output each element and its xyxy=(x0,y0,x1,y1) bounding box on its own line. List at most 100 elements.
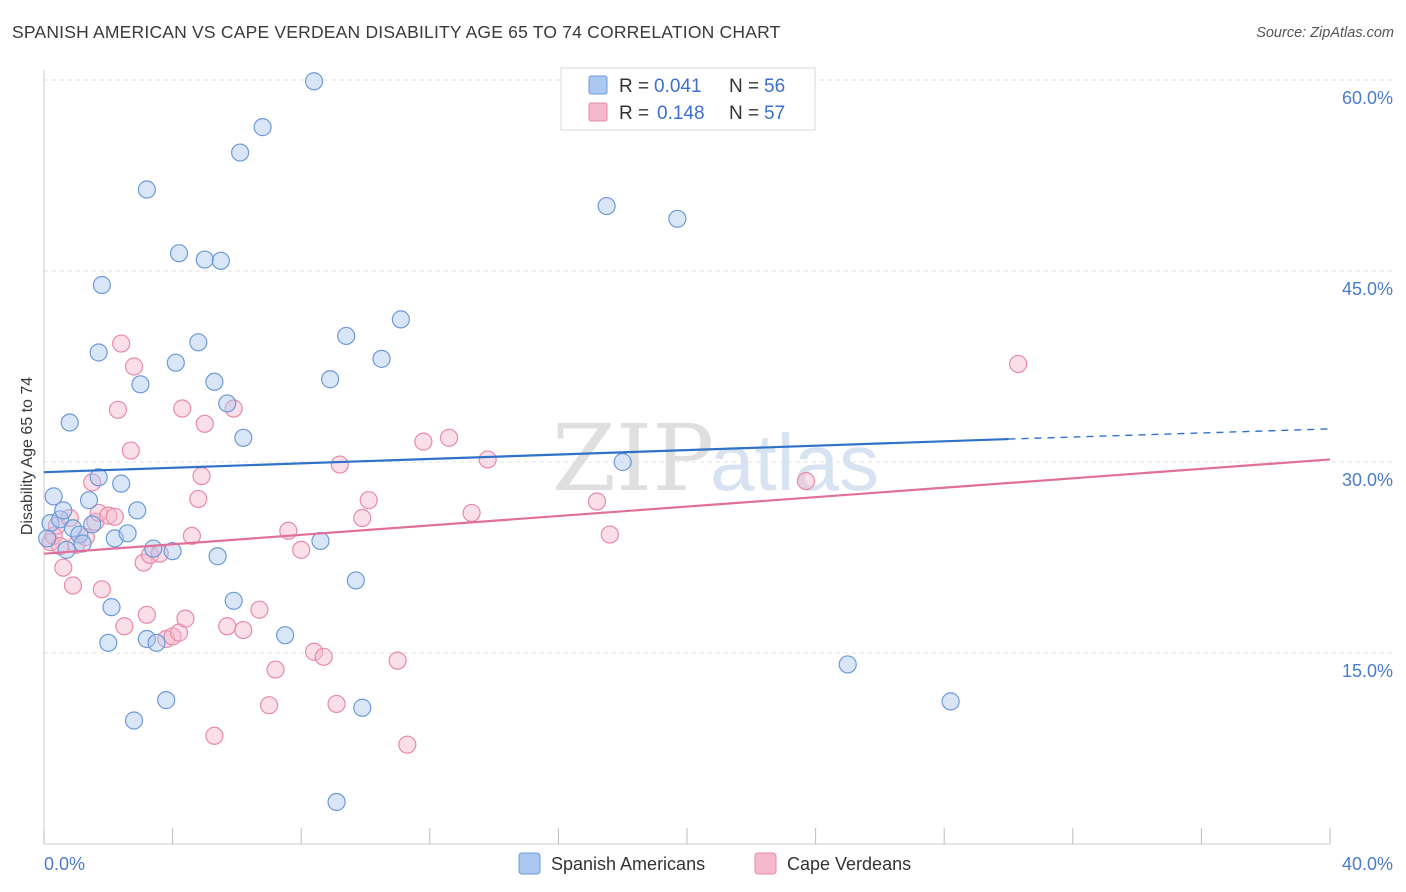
data-point xyxy=(173,399,192,418)
data-point xyxy=(60,413,79,432)
data-point xyxy=(327,792,346,812)
data-point xyxy=(44,487,63,506)
data-point xyxy=(253,118,272,137)
data-point xyxy=(137,180,156,199)
data-point xyxy=(327,694,346,714)
data-point xyxy=(124,711,144,730)
data-point xyxy=(205,372,224,391)
source-credit: Source: ZipAtlas.com xyxy=(1256,25,1394,41)
data-point xyxy=(250,600,269,619)
data-point xyxy=(587,492,607,511)
cape-verdeans-points xyxy=(41,334,1028,754)
data-point xyxy=(668,209,687,228)
data-point xyxy=(79,491,99,510)
data-point xyxy=(124,357,144,376)
series-legend: Spanish Americans Cape Verdeans xyxy=(518,852,911,875)
data-point xyxy=(182,526,201,545)
data-point xyxy=(99,633,118,652)
chart-title: SPANISH AMERICAN VS CAPE VERDEAN DISABIL… xyxy=(12,22,781,42)
data-point xyxy=(796,472,816,491)
data-point xyxy=(60,508,79,528)
data-point xyxy=(941,692,960,711)
data-point xyxy=(112,334,131,353)
data-point xyxy=(192,466,211,486)
data-point xyxy=(292,540,311,559)
data-point xyxy=(218,394,237,413)
data-point xyxy=(166,353,185,372)
data-point xyxy=(157,691,176,710)
data-point xyxy=(218,617,237,636)
data-point xyxy=(208,547,227,566)
trend-line-blue-dashed xyxy=(1008,428,1331,440)
data-point xyxy=(115,617,134,636)
data-point xyxy=(259,696,279,715)
data-point xyxy=(211,251,230,270)
legend-swatch-blue xyxy=(588,75,608,95)
data-point xyxy=(137,629,156,649)
data-point xyxy=(63,576,83,595)
data-point xyxy=(353,508,372,528)
trend-line-pink xyxy=(43,458,1331,555)
y-tick-label: 15.0% xyxy=(1342,661,1393,681)
data-point xyxy=(108,400,128,419)
data-point xyxy=(41,514,60,533)
data-point xyxy=(195,414,214,433)
data-point xyxy=(54,558,73,577)
data-point xyxy=(105,507,124,526)
data-point xyxy=(73,534,92,553)
data-point xyxy=(205,726,224,745)
trend-lines xyxy=(43,428,1331,555)
legend-n-value-2: 57 xyxy=(764,103,785,124)
data-point xyxy=(613,452,632,472)
data-point xyxy=(276,626,295,645)
data-point xyxy=(118,524,137,543)
legend-n-label-2: N = xyxy=(729,103,759,124)
data-point xyxy=(131,375,150,394)
data-point xyxy=(414,432,433,451)
data-point xyxy=(89,343,108,362)
data-point xyxy=(388,651,407,670)
y-axis-label: Disability Age 65 to 74 xyxy=(19,377,36,535)
data-point xyxy=(147,633,166,652)
data-point xyxy=(838,655,857,674)
data-point xyxy=(304,642,324,661)
data-point xyxy=(311,531,330,551)
axes xyxy=(43,70,1331,845)
data-point xyxy=(169,244,189,263)
data-point xyxy=(83,515,102,534)
y-tick-label: 60.0% xyxy=(1342,88,1393,108)
data-point xyxy=(128,501,147,520)
data-point xyxy=(92,580,111,599)
data-point xyxy=(57,540,76,559)
data-point xyxy=(102,598,121,617)
data-point xyxy=(1009,354,1028,374)
data-point xyxy=(231,143,250,162)
data-point xyxy=(121,441,140,460)
series-legend-swatch-pink xyxy=(754,852,777,875)
data-point xyxy=(89,468,108,487)
data-point xyxy=(224,591,243,610)
data-point xyxy=(391,310,410,329)
x-tick-label: 0.0% xyxy=(44,854,85,874)
data-point xyxy=(266,660,285,679)
y-tick-label: 45.0% xyxy=(1342,279,1393,299)
legend-r-label-2: R = xyxy=(619,103,649,124)
spanish-americans-points xyxy=(38,72,960,812)
trend-line-blue xyxy=(43,437,1009,474)
legend-r-value-1: 0.041 xyxy=(654,76,702,97)
data-point xyxy=(195,250,214,269)
legend-r-label-1: R = xyxy=(619,76,649,97)
data-point xyxy=(99,506,118,525)
data-point xyxy=(112,474,131,493)
data-point xyxy=(321,370,340,389)
gridlines xyxy=(44,79,1395,654)
data-point xyxy=(330,455,349,474)
series-legend-label-pink: Cape Verdeans xyxy=(787,854,911,874)
data-point xyxy=(134,553,153,572)
data-point xyxy=(359,491,378,510)
data-point xyxy=(144,539,163,558)
data-point xyxy=(92,275,111,295)
y-tick-labels: 15.0% 30.0% 45.0% 60.0% xyxy=(1342,88,1393,681)
legend-n-label-1: N = xyxy=(729,76,759,97)
